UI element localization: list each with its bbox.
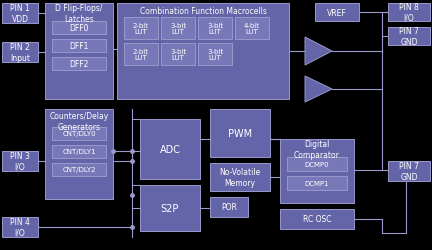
Bar [140,185,200,231]
Text: PIN 8
I/O: PIN 8 I/O [399,3,419,22]
Text: DFF2: DFF2 [69,60,89,69]
Text: PIN 3
I/O: PIN 3 I/O [10,152,30,171]
Bar [140,120,200,179]
Bar [198,18,232,40]
Bar [117,4,289,100]
Bar [287,176,347,190]
Bar [210,163,270,191]
Text: Combination Function Macrocells: Combination Function Macrocells [140,8,267,16]
Bar [388,28,430,46]
Text: D Flip-Flops/
Latches: D Flip-Flops/ Latches [55,4,103,24]
Bar [52,58,106,71]
Text: 3-bit
LUT: 3-bit LUT [207,22,223,35]
Text: 2-bit
LUT: 2-bit LUT [133,22,149,35]
Bar [280,209,354,229]
Text: 3-bit
LUT: 3-bit LUT [170,22,186,35]
Bar [2,217,38,237]
Text: PIN 4
I/O: PIN 4 I/O [10,218,30,237]
Polygon shape [305,77,332,102]
Bar [124,44,158,66]
Bar [280,140,354,203]
Text: 3-bit
LUT: 3-bit LUT [207,48,223,61]
Text: Digital
Comparator: Digital Comparator [294,140,340,159]
Text: PIN 7
GND: PIN 7 GND [399,27,419,46]
Polygon shape [305,38,332,66]
Text: 4-bit
LUT: 4-bit LUT [244,22,260,35]
Bar [161,18,195,40]
Bar [2,43,38,63]
Text: RC OSC: RC OSC [303,215,331,224]
Bar [2,152,38,171]
Text: PIN 7
GND: PIN 7 GND [399,162,419,181]
Text: CNT/DLY2: CNT/DLY2 [62,167,96,173]
Text: No-Volatile
Memory: No-Volatile Memory [219,168,260,187]
Bar [315,4,359,22]
Bar [124,18,158,40]
Text: S2P: S2P [161,203,179,213]
Bar [388,161,430,181]
Text: POR: POR [221,203,237,212]
Bar [235,18,269,40]
Text: DCMP1: DCMP1 [305,180,329,186]
Text: Counters/Delay
Generators: Counters/Delay Generators [49,112,108,131]
Text: PIN 2
Input: PIN 2 Input [10,43,30,62]
Bar [2,4,38,24]
Bar [52,163,106,176]
Text: PIN 1
VDD: PIN 1 VDD [10,4,30,24]
Text: PWM: PWM [228,128,252,138]
Text: DFF1: DFF1 [69,42,89,51]
Bar [287,157,347,171]
Bar [161,44,195,66]
Text: ADC: ADC [159,144,181,154]
Bar [52,40,106,53]
Text: DFF0: DFF0 [69,24,89,33]
Text: CNT/DLY0: CNT/DLY0 [62,131,96,137]
Text: VREF: VREF [327,8,347,18]
Bar [45,4,113,100]
Text: 3-bit
LUT: 3-bit LUT [170,48,186,61]
Bar [52,128,106,140]
Bar [210,197,248,217]
Bar [52,146,106,158]
Bar [45,110,113,199]
Text: CNT/DLY1: CNT/DLY1 [62,149,96,155]
Bar [52,22,106,35]
Text: 2-bit
LUT: 2-bit LUT [133,48,149,61]
Text: DCMP0: DCMP0 [305,161,329,167]
Bar [198,44,232,66]
Bar [210,110,270,157]
Bar [388,4,430,22]
